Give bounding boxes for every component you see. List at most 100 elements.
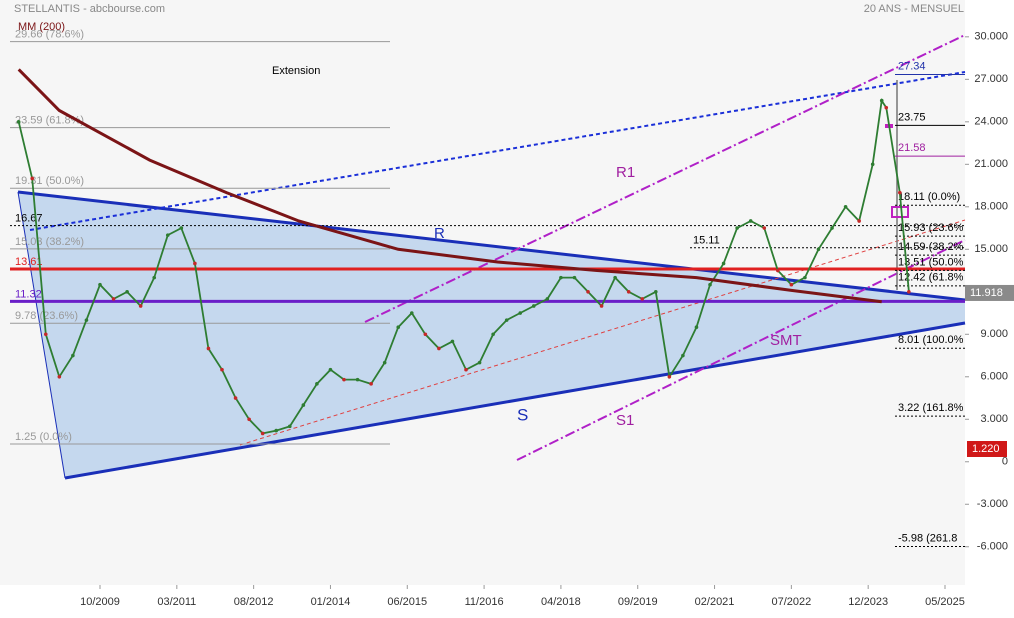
channel-lower <box>516 239 966 461</box>
annotation: Extension <box>272 65 320 77</box>
price-point <box>125 289 129 294</box>
x-tick-label: 10/2009 <box>80 596 120 608</box>
price-point <box>138 304 143 308</box>
trend-s <box>64 321 966 480</box>
price-point <box>721 261 726 266</box>
price-point <box>287 424 292 429</box>
x-tick-label: 05/2025 <box>925 596 965 608</box>
price-point <box>559 275 563 280</box>
price-point <box>830 226 834 230</box>
price-point <box>803 275 807 280</box>
price-point <box>152 275 157 280</box>
marker-box <box>891 206 909 218</box>
level-label: 9.78 (23.6%) <box>15 310 78 322</box>
price-point <box>843 205 848 209</box>
price-point <box>423 332 428 337</box>
price-point <box>654 289 658 294</box>
legend-mm: MM (200) <box>18 21 65 33</box>
price-point <box>586 289 590 294</box>
price-point <box>98 282 102 287</box>
price-point <box>43 332 48 337</box>
price-point <box>206 346 211 351</box>
price-point <box>260 431 265 436</box>
level-label: 16.67 <box>15 213 43 225</box>
x-tick-label: 07/2022 <box>771 596 811 608</box>
price-point <box>450 339 455 344</box>
price-point <box>30 176 35 181</box>
price-point <box>111 297 116 301</box>
y-tick-label: 3.000 <box>980 413 1008 425</box>
price-point <box>599 304 604 308</box>
price-point <box>342 377 346 382</box>
price-point <box>355 377 360 382</box>
price-point <box>898 190 902 195</box>
price-point <box>437 346 441 351</box>
price-point <box>531 304 536 308</box>
price-point <box>572 275 577 280</box>
price-point <box>776 268 780 273</box>
x-tick-label: 02/2021 <box>695 596 735 608</box>
x-tick-label: 11/2016 <box>465 596 504 608</box>
level-label: 11.32 <box>15 288 42 300</box>
price-point <box>545 297 550 301</box>
price-point <box>247 417 251 422</box>
price-point <box>274 428 279 433</box>
y-tick-label: 15.000 <box>974 243 1008 255</box>
price-point <box>179 226 184 230</box>
price-point <box>382 360 387 365</box>
price-point <box>816 247 821 252</box>
y-tick-label: 0 <box>1002 456 1008 468</box>
header-period: 20 ANS - MENSUEL <box>864 3 964 15</box>
level-label: 18.11 (0.0%) <box>898 191 960 203</box>
level-label: 21.58 <box>898 142 926 154</box>
price-point <box>762 226 767 230</box>
level-label: 23.59 (61.8%) <box>15 115 84 127</box>
price-point <box>626 289 631 294</box>
price-point <box>464 367 468 372</box>
y-tick-label: -6.000 <box>977 541 1008 553</box>
level-label: 13.61 <box>15 256 43 268</box>
annotation: R <box>434 225 445 242</box>
price-point <box>328 367 333 372</box>
price-point <box>165 233 170 237</box>
y-tick-label: 30.000 <box>974 31 1008 43</box>
y-tick-label: 18.000 <box>974 201 1008 213</box>
level-label: 23.75 <box>898 111 926 123</box>
price-point <box>518 311 523 315</box>
y-tick-label: 21.000 <box>974 158 1008 170</box>
price-point <box>613 275 617 280</box>
annotation: S <box>517 405 528 424</box>
price-point <box>708 282 712 287</box>
price-point <box>907 289 911 294</box>
level-label: 29.66 (78.6%) <box>15 29 84 41</box>
price-point <box>857 219 861 223</box>
price-point <box>681 353 685 358</box>
level-label: 12.42 (61.8% <box>898 272 964 284</box>
level-label: 14.59 (38.2% <box>898 241 964 253</box>
price-line <box>17 98 910 435</box>
trend-edge <box>17 191 66 479</box>
price-point <box>667 374 672 379</box>
price-point <box>16 120 21 124</box>
trend-red <box>239 219 966 446</box>
y-tick-label: 6.000 <box>980 371 1008 383</box>
price-point <box>301 403 306 407</box>
level-label: 15.11 <box>693 235 720 247</box>
price-point <box>369 382 373 386</box>
level-label: 3.22 (161.8% <box>898 402 964 414</box>
x-tick-label: 12/2023 <box>848 596 888 608</box>
price-point <box>477 360 482 365</box>
price-point <box>409 311 414 315</box>
price-point <box>789 282 794 287</box>
annotation: SMT <box>770 332 802 349</box>
x-tick-label: 08/2012 <box>234 596 274 608</box>
y-tick-label: 27.000 <box>974 73 1008 85</box>
price-point <box>220 367 224 372</box>
last-price-box <box>965 284 1014 301</box>
change-label: 1.220 <box>972 443 1000 455</box>
price-point <box>491 332 495 337</box>
x-tick-label: 04/2018 <box>541 596 581 608</box>
price-point <box>735 226 739 230</box>
level-label: 8.01 (100.0% <box>898 334 964 346</box>
channel-upper <box>364 34 966 323</box>
